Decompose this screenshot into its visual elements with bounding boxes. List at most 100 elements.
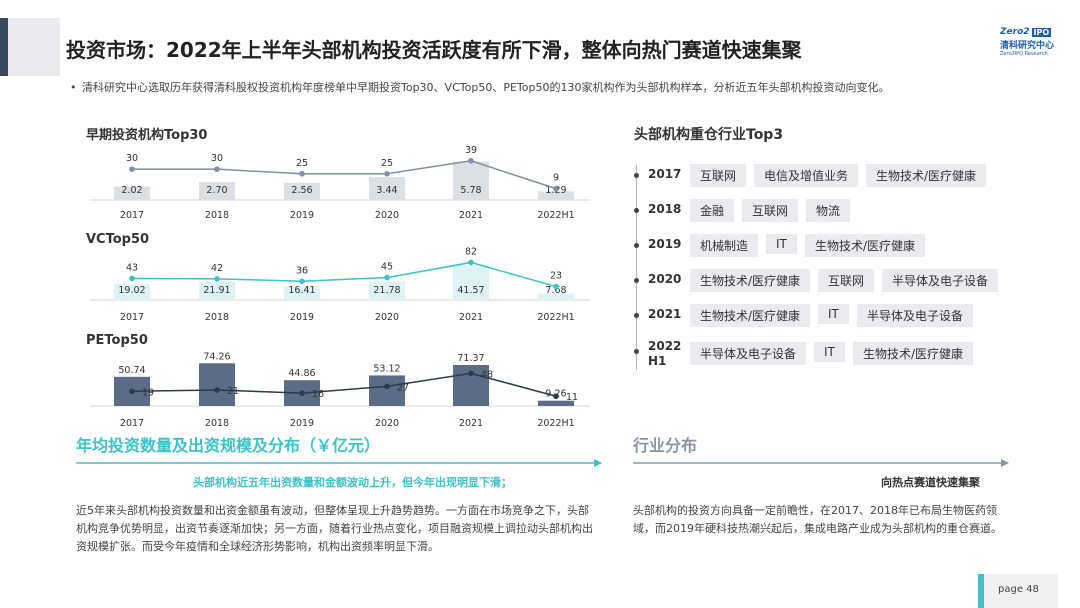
bar [369, 375, 405, 406]
bar [114, 283, 150, 300]
x-tick-label: 2021 [459, 210, 483, 221]
timeline-dot [634, 173, 639, 178]
x-tick-label: 2022H1 [537, 418, 574, 429]
line-label: 45 [381, 262, 393, 273]
left-caption: 头部机构近五年出资数量和金额波动上升，但今年出现明显下滑； [193, 476, 512, 489]
bar-label: 44.86 [288, 368, 315, 379]
bar-label: 5.78 [460, 185, 481, 196]
industry-tag: 生物技术/医疗健康 [853, 342, 974, 365]
line-label: 36 [296, 265, 308, 276]
x-tick-label: 2019 [290, 418, 314, 429]
x-tick-label: 2017 [120, 210, 144, 221]
x-tick-label: 2021 [459, 312, 483, 323]
bar [284, 182, 320, 200]
page-box [978, 574, 1058, 608]
industry-tag: 半导体及电子设备 [857, 304, 974, 327]
x-tick-label: 2018 [205, 418, 229, 429]
x-tick-label: 2020 [375, 418, 399, 429]
x-tick-label: 2022H1 [537, 312, 574, 323]
bar [284, 286, 320, 300]
industry-tag: 半导体及电子设备 [690, 342, 807, 365]
industry-tag: 生物技术/医疗健康 [690, 304, 811, 327]
logo: Zero2 IPO 清科研究中心 Zero2IPO Research [1000, 27, 1060, 67]
bar [199, 182, 235, 200]
line-label: 23 [550, 271, 562, 282]
bar [453, 161, 489, 200]
right-paragraph: 头部机构的投资方向具备一定前瞻性，在2017、2018年已布局生物医药领域，而2… [633, 504, 1002, 535]
line-point [299, 278, 305, 285]
bar [199, 281, 235, 300]
industry-tag: 金融 [690, 199, 735, 222]
line-point [214, 276, 220, 282]
title-accent [0, 18, 8, 76]
industry-tag: IT [814, 342, 845, 362]
bar-label: 7.68 [545, 285, 566, 296]
industry-tag: 电信及增值业务 [754, 164, 859, 187]
bar-label: 2.56 [291, 185, 312, 196]
series-line [131, 372, 557, 397]
timeline-dot [634, 313, 639, 318]
timeline-year: 2017 [648, 167, 682, 181]
industry-tag: 机械制造 [690, 234, 759, 257]
line-point [214, 166, 220, 172]
line-label: 39 [465, 145, 477, 156]
line-label: 82 [465, 246, 477, 257]
chart-title-pe: PETop50 [86, 333, 148, 348]
line-point [384, 274, 390, 281]
bar [369, 281, 405, 300]
bar [114, 186, 150, 200]
logo-en: Zero2IPO Research [1000, 51, 1048, 57]
line-label: 48 [481, 369, 493, 380]
left-paragraph: 近5年来头部机构投资数量和出资金额虽有波动，但整体呈现上升趋势趋势。一方面在市场… [76, 504, 593, 553]
line-label: 25 [381, 158, 393, 169]
line-point [129, 166, 135, 172]
line-point [129, 388, 135, 395]
line-label: 19 [142, 387, 154, 398]
industry-tag: 生物技术/医疗健康 [805, 234, 926, 257]
x-tick-label: 2020 [375, 210, 399, 221]
bar-label: 3.44 [376, 185, 397, 196]
timeline-dot [634, 243, 639, 248]
chart-title-early: 早期投资机构Top30 [86, 128, 208, 143]
bar-label: 21.78 [373, 285, 400, 296]
chart-title-vc: VCTop50 [86, 232, 150, 247]
timeline-line [636, 165, 637, 370]
left-arrow [76, 459, 602, 467]
bar [538, 191, 574, 200]
line-point [468, 370, 474, 377]
line-point [214, 387, 220, 393]
intro-bullet: 清科研究中心选取历年获得清科股权投资机构年度榜单中早期投资Top30、VCTop… [70, 80, 1002, 95]
line-label: 16 [312, 389, 324, 400]
timeline-year: 2019 [648, 237, 682, 251]
left-heading: 年均投资数量及出资规模及分布（￥亿元） [76, 436, 381, 455]
logo-brand-b: IPO [1031, 27, 1052, 37]
bar-label: 50.74 [118, 365, 145, 376]
logo-brand-a: Zero2 [1000, 27, 1030, 37]
bar [199, 363, 235, 406]
line-point [129, 275, 135, 282]
page-accent [978, 574, 984, 608]
line-label: 21 [227, 386, 239, 397]
industry-title: 头部机构重仓行业Top3 [634, 127, 784, 143]
page-title: 投资市场：2022年上半年头部机构投资活跃度有所下滑，整体向热门赛道快速集聚 [66, 38, 802, 62]
bar-label: 2.70 [206, 185, 227, 196]
industry-tag: 半导体及电子设备 [882, 269, 999, 292]
industry-tag: 互联网 [818, 269, 875, 292]
bar [538, 293, 574, 300]
bar-label: 19.02 [118, 285, 145, 296]
line-point [384, 170, 390, 177]
line-label: 30 [126, 153, 138, 164]
right-heading: 行业分布 [633, 436, 698, 455]
line-point [553, 283, 559, 290]
line-label: 11 [566, 392, 578, 403]
bar-label: 74.26 [203, 351, 230, 362]
bar [453, 264, 489, 300]
x-tick-label: 2019 [290, 312, 314, 323]
bar-label: 16.41 [288, 285, 315, 296]
page-number: page 48 [998, 584, 1039, 595]
line-point [468, 259, 474, 266]
line-point [299, 170, 305, 177]
industry-tag: IT [766, 234, 797, 254]
x-tick-label: 2018 [205, 312, 229, 323]
industry-tag: 互联网 [690, 164, 747, 187]
